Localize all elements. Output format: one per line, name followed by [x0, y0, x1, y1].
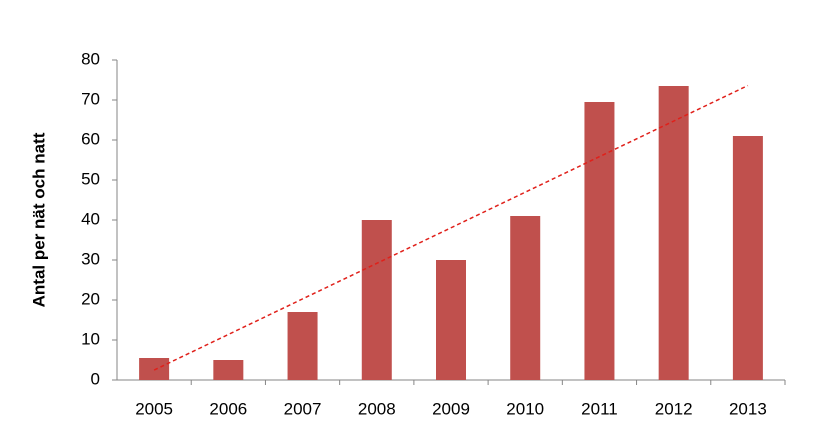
- x-tick-label: 2009: [432, 399, 470, 418]
- trendline: [153, 84, 749, 371]
- bar: [213, 360, 244, 380]
- x-tick-label: 2007: [284, 399, 322, 418]
- x-tick-label: 2013: [729, 399, 767, 418]
- bar: [584, 102, 615, 380]
- x-tick-label: 2011: [581, 399, 618, 418]
- x-tick-label: 2012: [655, 399, 693, 418]
- bar: [510, 216, 541, 380]
- y-tick-label: 80: [81, 49, 100, 68]
- bar: [139, 358, 170, 380]
- y-tick-label: 30: [81, 249, 100, 268]
- bar: [287, 312, 318, 380]
- x-tick-label: 2006: [209, 399, 247, 418]
- bar: [732, 136, 763, 380]
- bar: [658, 86, 689, 380]
- y-tick-label: 20: [81, 289, 100, 308]
- y-tick-label: 70: [81, 89, 100, 108]
- bar: [436, 260, 466, 380]
- x-tick-label: 2010: [506, 399, 544, 418]
- y-tick-label: 40: [81, 209, 100, 228]
- x-tick-label: 2008: [358, 399, 396, 418]
- y-tick-label: 0: [91, 369, 100, 388]
- x-tick-label: 2005: [135, 399, 173, 418]
- y-axis-title: Antal per nät och natt: [29, 132, 48, 307]
- y-tick-label: 50: [81, 169, 100, 188]
- y-tick-label: 60: [81, 129, 100, 148]
- y-tick-label: 10: [81, 329, 100, 348]
- bar: [361, 220, 392, 380]
